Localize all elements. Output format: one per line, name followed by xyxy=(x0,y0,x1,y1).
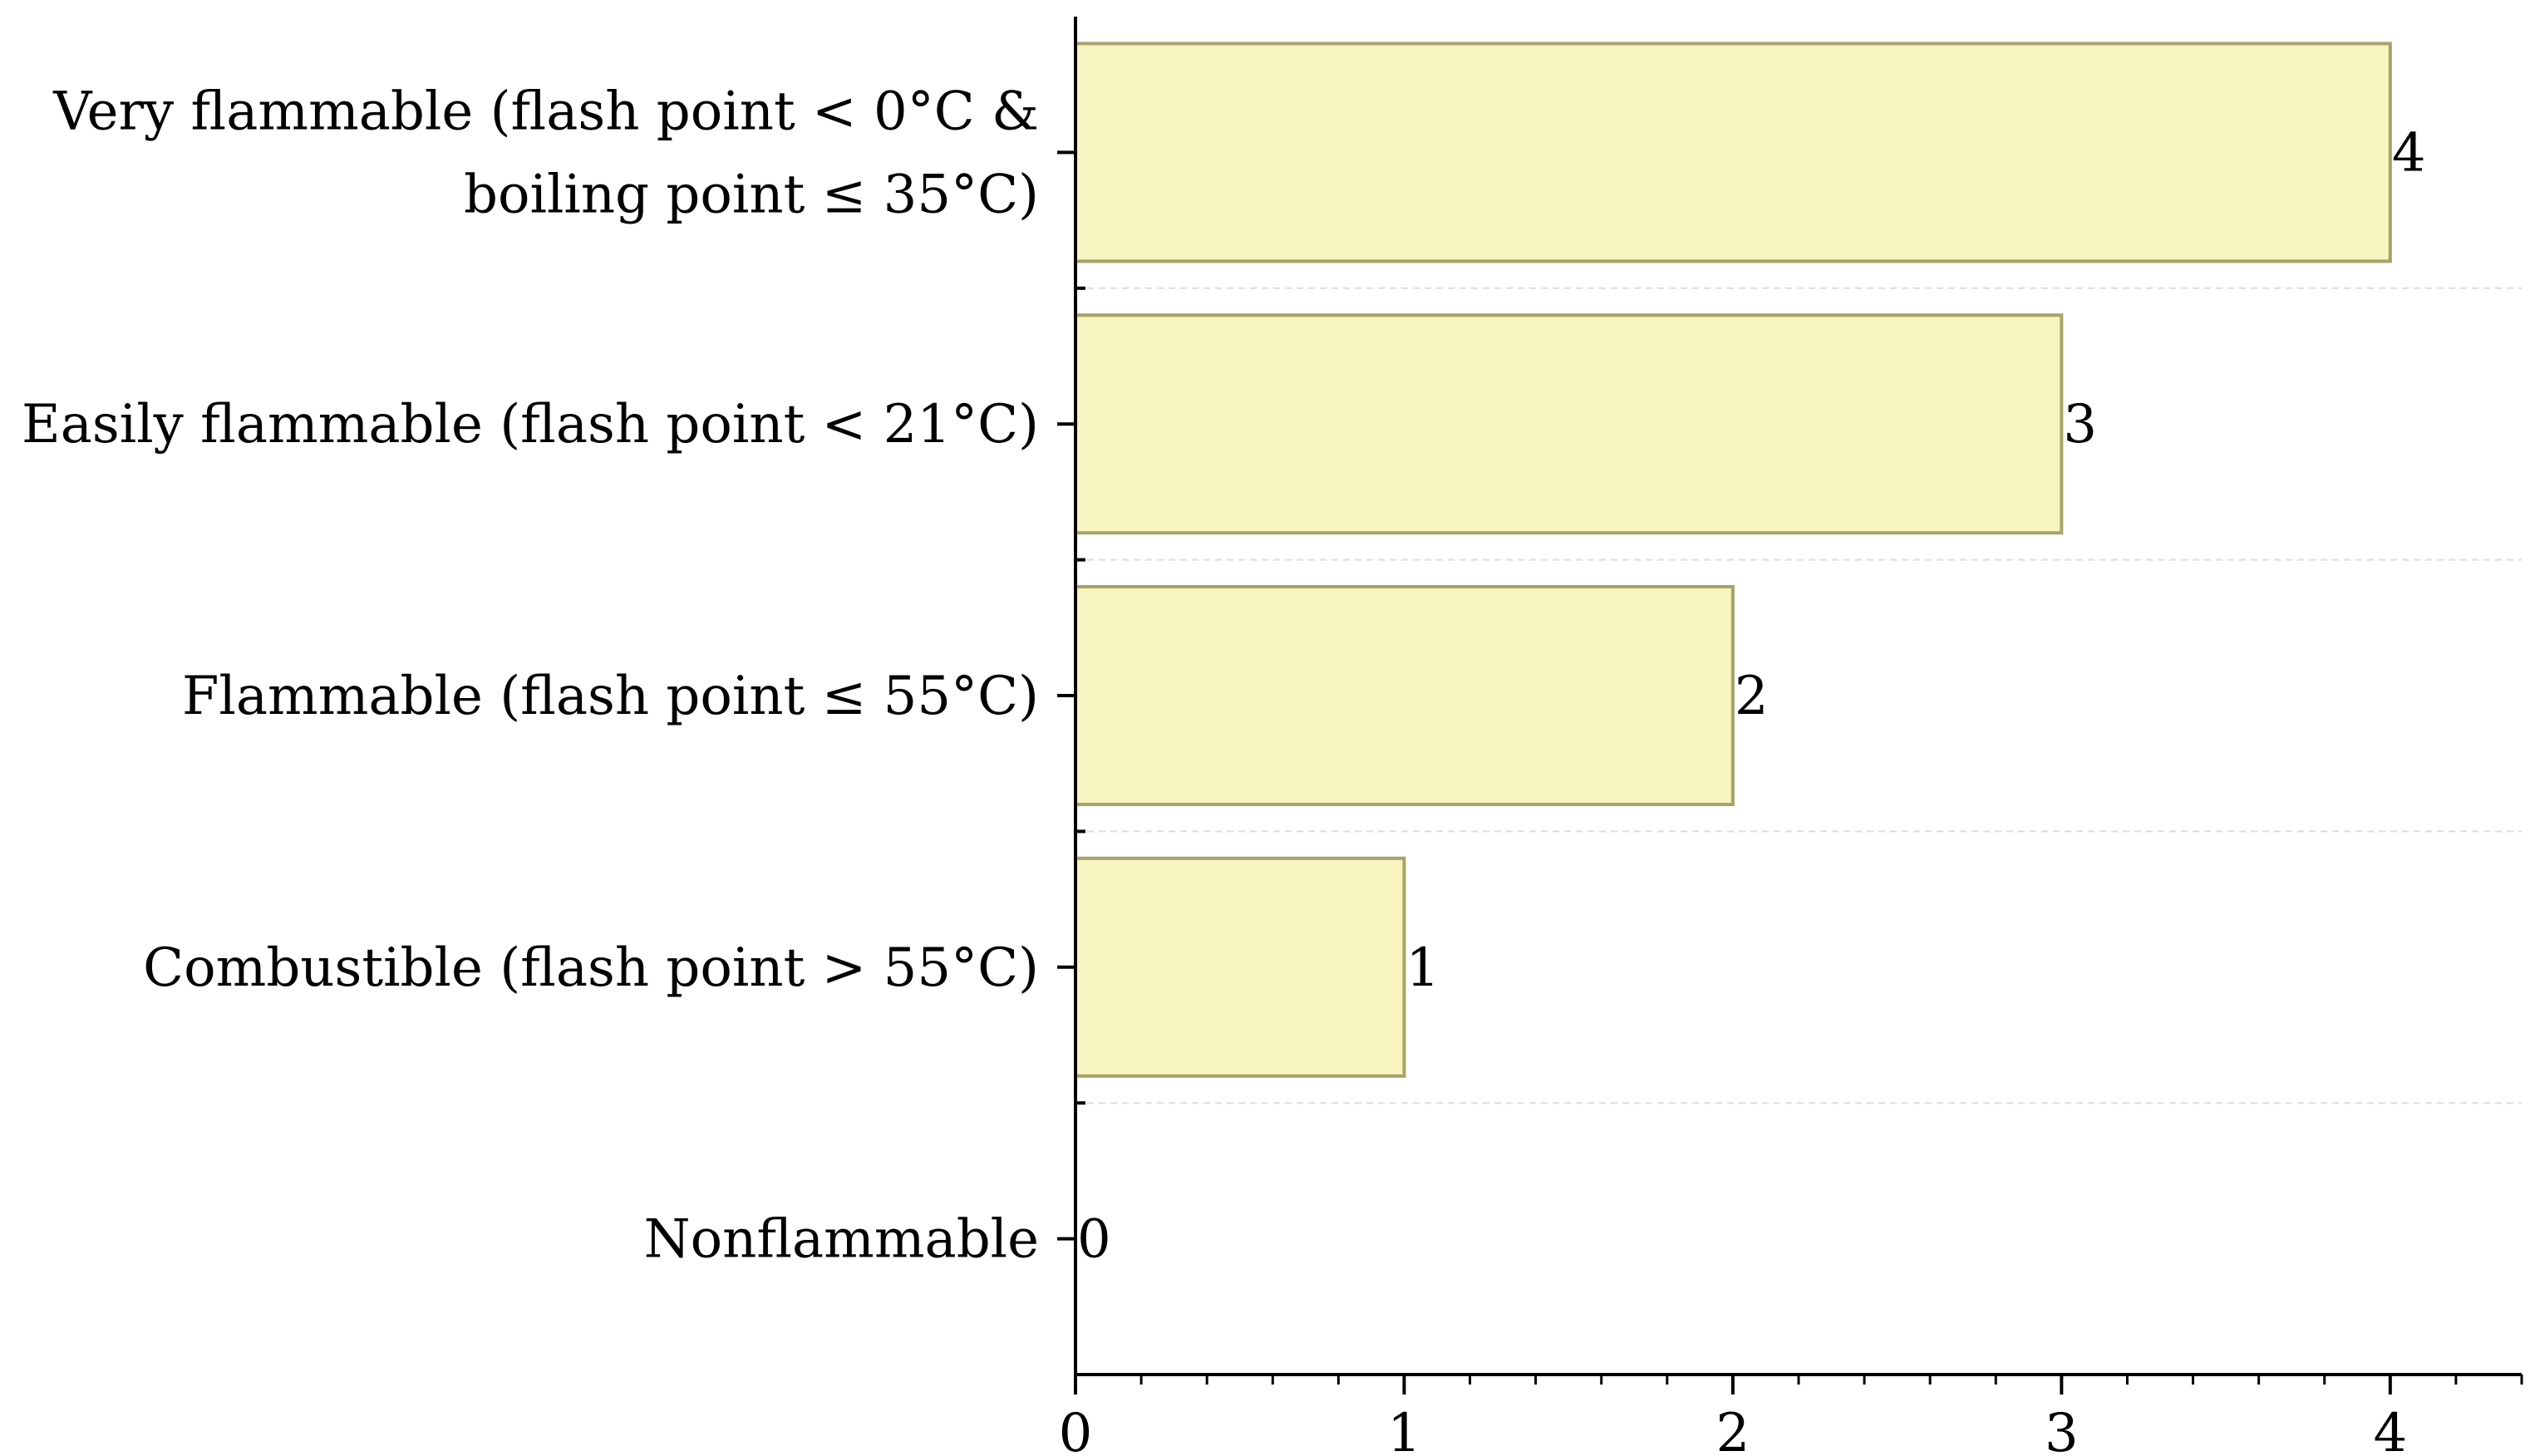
data-label: 2 xyxy=(1735,666,1769,727)
data-label: 0 xyxy=(1077,1209,1111,1271)
grid-lines xyxy=(1075,287,2522,1104)
data-label: 4 xyxy=(2392,122,2426,184)
x-tick-label: 1 xyxy=(1387,1403,1421,1456)
category-label: Combustible (flash point > 55°C) xyxy=(143,937,1039,999)
category-label: Flammable (flash point ≤ 55°C) xyxy=(182,666,1039,727)
bar xyxy=(1074,313,2064,535)
category-label: Very flammable (flash point < 0°C & xyxy=(52,81,1039,142)
x-tick-label: 0 xyxy=(1059,1403,1093,1456)
x-tick-label: 4 xyxy=(2373,1403,2407,1456)
bar xyxy=(1074,856,1406,1078)
x-tick-label: 3 xyxy=(2045,1403,2079,1456)
category-label: boiling point ≤ 35°C) xyxy=(464,164,1039,225)
axes xyxy=(1057,17,2523,1395)
x-tick-label: 2 xyxy=(1716,1403,1750,1456)
category-label: Nonflammable xyxy=(644,1209,1039,1271)
bars xyxy=(1074,42,2392,1078)
data-label: 3 xyxy=(2063,394,2097,455)
data-label: 1 xyxy=(1405,937,1440,999)
labels: 4 Very flammable (flash point < 0°C & boil… xyxy=(22,81,2426,1456)
bar xyxy=(1074,585,1735,806)
bar xyxy=(1074,42,2392,263)
category-label: Easily flammable (flash point < 21°C) xyxy=(22,394,1039,455)
